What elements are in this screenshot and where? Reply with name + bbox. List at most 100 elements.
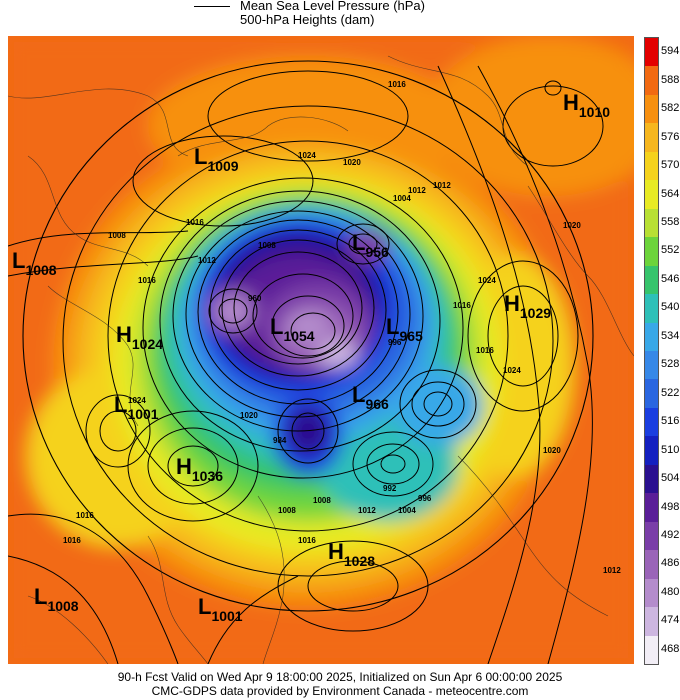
coastlines	[8, 55, 634, 664]
colorbar-swatch	[645, 493, 658, 523]
colorbar-swatch	[645, 407, 658, 437]
isobar-label: 1016	[138, 276, 156, 285]
isobar-label: 1008	[258, 241, 276, 250]
isobar-label: 1016	[476, 346, 494, 355]
isobar-label: 1012	[408, 186, 426, 195]
low-pressure-marker: L1054	[270, 314, 315, 345]
height-colorbar	[644, 37, 659, 665]
low-pressure-marker: L965	[386, 314, 423, 345]
colorbar-label: 516	[661, 415, 680, 428]
colorbar-label: 480	[661, 585, 680, 598]
high-pressure-marker: H1010	[563, 90, 611, 121]
colorbar-label: 534	[661, 329, 680, 342]
colorbar-label: 498	[661, 500, 680, 513]
weather-map: H1010 L1009 L1008 L956 H1029 H1024 L1054…	[8, 36, 634, 664]
colorbar-label: 510	[661, 443, 680, 456]
colorbar-swatch	[645, 464, 658, 494]
isobar-label: 992	[383, 484, 397, 493]
legend-mslp-label: Mean Sea Level Pressure (hPa)	[240, 0, 425, 13]
colorbar-swatch	[645, 578, 658, 608]
isobar-label: 1024	[503, 366, 521, 375]
low-pressure-marker: L1001	[198, 594, 243, 625]
isobar-label: 1020	[563, 221, 581, 230]
colorbar-swatch	[645, 550, 658, 580]
colorbar-swatch	[645, 180, 658, 210]
colorbar-swatch	[645, 322, 658, 352]
isobar-label: 996	[388, 338, 402, 347]
colorbar-swatch	[645, 208, 658, 238]
colorbar-swatch	[645, 379, 658, 409]
isobar-label: 1024	[298, 151, 316, 160]
isobar-label: 1012	[358, 506, 376, 515]
map-legend: Mean Sea Level Pressure (hPa) 500-hPa He…	[190, 0, 490, 34]
low-pressure-marker: L966	[352, 382, 389, 413]
data-credit: CMC-GDPS data provided by Environment Ca…	[151, 684, 529, 698]
colorbar-label: 540	[661, 301, 680, 314]
colorbar-label: 492	[661, 528, 680, 541]
high-pressure-marker: H1024	[116, 322, 164, 353]
colorbar-swatch	[645, 66, 658, 96]
isobar-label: 1008	[278, 506, 296, 515]
colorbar-label: 474	[661, 614, 680, 627]
colorbar-label: 570	[661, 159, 680, 172]
isobar-label: 996	[418, 494, 432, 503]
colorbar-label: 594	[661, 45, 680, 58]
isobar-label: 1012	[198, 256, 216, 265]
colorbar-swatch	[645, 265, 658, 295]
low-pressure-marker: L1008	[12, 248, 57, 279]
colorbar-swatch	[645, 94, 658, 124]
colorbar-swatch	[645, 123, 658, 153]
isobar-label: 1016	[76, 511, 94, 520]
colorbar-swatch	[645, 351, 658, 380]
low-pressure-marker: L1001	[114, 392, 159, 423]
isobar-label: 1004	[393, 194, 411, 203]
isobar-label: 1020	[240, 411, 258, 420]
isobar-label: 1016	[298, 536, 316, 545]
low-pressure-marker: L956	[352, 230, 389, 261]
colorbar-label: 528	[661, 358, 680, 371]
colorbar-label: 522	[661, 386, 680, 399]
isobar-label: 1020	[343, 158, 361, 167]
isobar-label: 1008	[313, 496, 331, 505]
colorbar-swatch	[645, 436, 658, 466]
isobar-legend-line	[194, 6, 230, 7]
forecast-valid-time: 90-h Fcst Valid on Wed Apr 9 18:00:00 20…	[117, 670, 563, 684]
low-pressure-marker: L1008	[34, 584, 79, 615]
colorbar-label: 468	[661, 642, 680, 655]
colorbar-swatch	[645, 607, 658, 637]
isobar-label: 1008	[108, 231, 126, 240]
colorbar-label: 558	[661, 215, 680, 228]
isobar-label: 984	[273, 436, 287, 445]
isobar-label: 1016	[186, 218, 204, 227]
legend-500hpa-label: 500-hPa Heights (dam)	[240, 12, 375, 27]
colorbar-label: 486	[661, 557, 680, 570]
colorbar-label: 564	[661, 187, 680, 200]
isobar-label: 1016	[63, 536, 81, 545]
high-pressure-marker: H1036	[176, 454, 224, 485]
isobar-label: 1012	[433, 181, 451, 190]
isobar-label: 960	[248, 294, 262, 303]
low-pressure-marker: L1009	[194, 144, 239, 175]
colorbar-swatch	[645, 38, 658, 67]
isobar-label: 1024	[478, 276, 496, 285]
isobar-label: 1012	[603, 566, 621, 575]
colorbar-label: 546	[661, 272, 680, 285]
isobar-label: 1024	[128, 396, 146, 405]
isobar-label: 1004	[398, 506, 416, 515]
colorbar-label: 588	[661, 73, 680, 86]
colorbar-swatch	[645, 151, 658, 181]
colorbar-swatch	[645, 635, 658, 665]
colorbar-label: 504	[661, 472, 680, 485]
height-shading	[8, 36, 634, 664]
weather-map-graphic	[8, 36, 634, 664]
isobar-label: 1020	[543, 446, 561, 455]
colorbar-swatch	[645, 521, 658, 551]
colorbar-swatch	[645, 237, 658, 267]
colorbar-label: 576	[661, 130, 680, 143]
colorbar-label: 552	[661, 244, 680, 257]
colorbar-swatch	[645, 294, 658, 324]
high-pressure-marker: H1028	[328, 539, 376, 570]
isobar-contours	[8, 60, 604, 664]
high-pressure-marker: H1029	[504, 291, 552, 322]
isobar-label: 1016	[453, 301, 471, 310]
